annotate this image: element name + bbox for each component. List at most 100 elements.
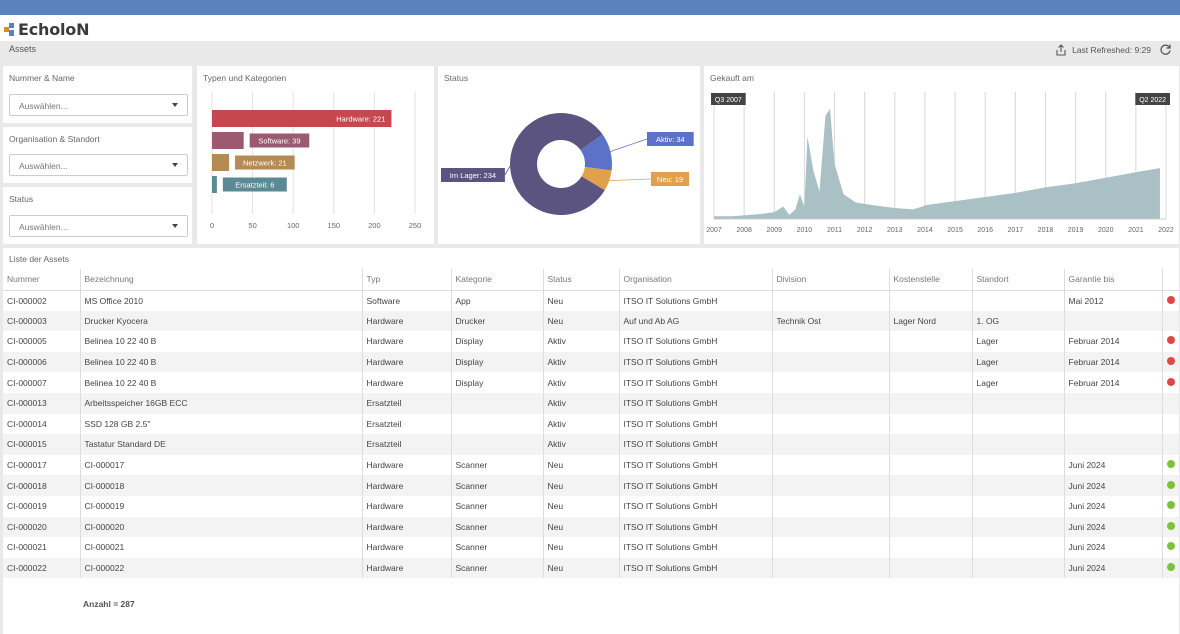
column-header[interactable]: Nummer: [3, 269, 81, 291]
column-header[interactable]: Organisation: [619, 269, 773, 291]
status-dot-green-icon: [1166, 563, 1175, 572]
table-cell: CI-000013: [3, 392, 81, 414]
share-icon[interactable]: [1055, 43, 1067, 56]
table-cell: [889, 331, 973, 352]
table-cell: [451, 392, 544, 414]
app-logo[interactable]: EcholoN: [4, 20, 89, 39]
table-cell: Juni 2024: [1064, 495, 1163, 517]
column-header[interactable]: Standort: [972, 269, 1065, 291]
table-cell: [772, 557, 890, 579]
donut-slice[interactable]: [580, 134, 612, 171]
bar-label-box: [222, 177, 287, 192]
column-header[interactable]: Kostenstelle: [889, 269, 973, 291]
column-header[interactable]: Status: [543, 269, 620, 291]
warranty-status-cell: [1162, 475, 1179, 496]
table-row[interactable]: CI-000019 CI-000019 Hardware Scanner Neu ITSO…: [3, 495, 1179, 517]
column-header[interactable]: Bezeichnung: [80, 269, 363, 291]
table-cell: Februar 2014: [1064, 351, 1163, 373]
table-cell: CI-000019: [3, 495, 81, 517]
table-row[interactable]: CI-000014 SSD 128 GB 2.5" Ersatzteil Aktiv I…: [3, 413, 1179, 435]
table-cell: [889, 434, 973, 455]
table-cell: [451, 434, 544, 455]
donut-slice[interactable]: [510, 113, 605, 215]
status-dot-red-icon: [1166, 336, 1175, 345]
table-cell: [889, 413, 973, 435]
table-cell: CI-000021: [3, 537, 81, 558]
x-tick-label: 200: [368, 221, 381, 230]
status-dot-green-icon: [1166, 460, 1175, 469]
organisation-standort-select[interactable]: Auswählen...: [9, 154, 188, 176]
table-row[interactable]: CI-000017 CI-000017 Hardware Scanner Neu ITSO…: [3, 454, 1179, 476]
area-series[interactable]: [714, 108, 1160, 219]
table-cell: Hardware: [362, 475, 452, 496]
range-start-label: Q3 2007: [715, 97, 742, 104]
table-cell: [889, 290, 973, 311]
table-cell: CI-000005: [3, 331, 81, 352]
table-row[interactable]: CI-000022 CI-000022 Hardware Scanner Neu ITSO…: [3, 557, 1179, 579]
table-cell: Technik Ost: [772, 310, 890, 332]
table-cell: Aktiv: [543, 331, 620, 352]
table-cell: Arbeitsspeicher 16GB ECC: [80, 392, 363, 414]
table-cell: [772, 454, 890, 476]
x-tick-label: 100: [287, 221, 300, 230]
table-row[interactable]: CI-000021 CI-000021 Hardware Scanner Neu ITSO…: [3, 537, 1179, 558]
table-row[interactable]: CI-000003 Drucker Kyocera Hardware Drucker N…: [3, 310, 1179, 332]
assets-table: Nummer Bezeichnung Typ Kategorie Status Organ…: [3, 269, 1179, 579]
table-row[interactable]: CI-000020 CI-000020 Hardware Scanner Neu ITSO…: [3, 516, 1179, 538]
column-header[interactable]: [1162, 269, 1179, 291]
table-cell: Juni 2024: [1064, 454, 1163, 476]
column-header[interactable]: Kategorie: [451, 269, 544, 291]
table-cell: ITSO IT Solutions GmbH: [619, 537, 773, 558]
warranty-status-cell: [1162, 537, 1179, 558]
table-cell: CI-000006: [3, 351, 81, 373]
bar[interactable]: [212, 132, 244, 149]
table-cell: [1064, 413, 1163, 435]
table-row[interactable]: CI-000005 Belinea 10 22 40 B Hardware Displ…: [3, 331, 1179, 352]
table-cell: [772, 434, 890, 455]
x-tick-label: 2019: [1068, 227, 1084, 234]
table-row[interactable]: CI-000006 Belinea 10 22 40 B Hardware Displ…: [3, 351, 1179, 373]
slice-label-box: [651, 172, 690, 186]
table-cell: CI-000003: [3, 310, 81, 332]
table-cell: Software: [362, 290, 452, 311]
table-cell: Hardware: [362, 372, 452, 393]
column-header[interactable]: Typ: [362, 269, 452, 291]
table-row[interactable]: CI-000007 Belinea 10 22 40 B Hardware Displ…: [3, 372, 1179, 393]
table-row[interactable]: CI-000015 Tastatur Standard DE Ersatzteil A…: [3, 434, 1179, 455]
table-cell: Belinea 10 22 40 B: [80, 331, 363, 352]
warranty-status-cell: [1162, 434, 1179, 455]
table-cell: Scanner: [451, 495, 544, 517]
table-cell: Hardware: [362, 537, 452, 558]
caret-down-icon: [172, 103, 178, 107]
bar[interactable]: [212, 110, 392, 127]
table-cell: App: [451, 290, 544, 311]
status-select[interactable]: Auswählen...: [9, 215, 188, 237]
donut-slice[interactable]: [581, 166, 612, 191]
table-row[interactable]: CI-000002 MS Office 2010 Software App Neu ITS…: [3, 290, 1179, 311]
typen-chart-panel: Typen und Kategorien 0 50 100 150 200 250 Hard…: [197, 66, 434, 244]
bar[interactable]: [212, 176, 217, 193]
column-header[interactable]: Garantie bis: [1064, 269, 1163, 291]
table-cell: [889, 351, 973, 373]
caret-down-icon: [172, 163, 178, 167]
table-cell: [972, 434, 1065, 455]
nummer-name-select[interactable]: Auswählen...: [9, 94, 188, 116]
table-row[interactable]: CI-000013 Arbeitsspeicher 16GB ECC Ersatzt…: [3, 392, 1179, 414]
table-cell: [889, 557, 973, 579]
table-cell: [972, 392, 1065, 414]
table-cell: Scanner: [451, 557, 544, 579]
filter-title: Nummer & Name: [9, 73, 75, 83]
bar[interactable]: [212, 154, 230, 171]
refresh-icon[interactable]: [1159, 43, 1172, 56]
table-row[interactable]: CI-000018 CI-000018 Hardware Scanner Neu ITSO…: [3, 475, 1179, 496]
table-cell: Neu: [543, 454, 620, 476]
table-cell: Neu: [543, 537, 620, 558]
column-header[interactable]: Division: [772, 269, 890, 291]
table-cell: CI-000021: [80, 537, 363, 558]
last-refreshed-label: Last Refreshed: 9:29: [1072, 44, 1151, 55]
table-cell: Februar 2014: [1064, 331, 1163, 352]
select-placeholder: Auswählen...: [19, 161, 68, 171]
asset-count: Anzahl = 287: [83, 599, 135, 609]
warranty-status-cell: [1162, 495, 1179, 517]
table-cell: MS Office 2010: [80, 290, 363, 311]
